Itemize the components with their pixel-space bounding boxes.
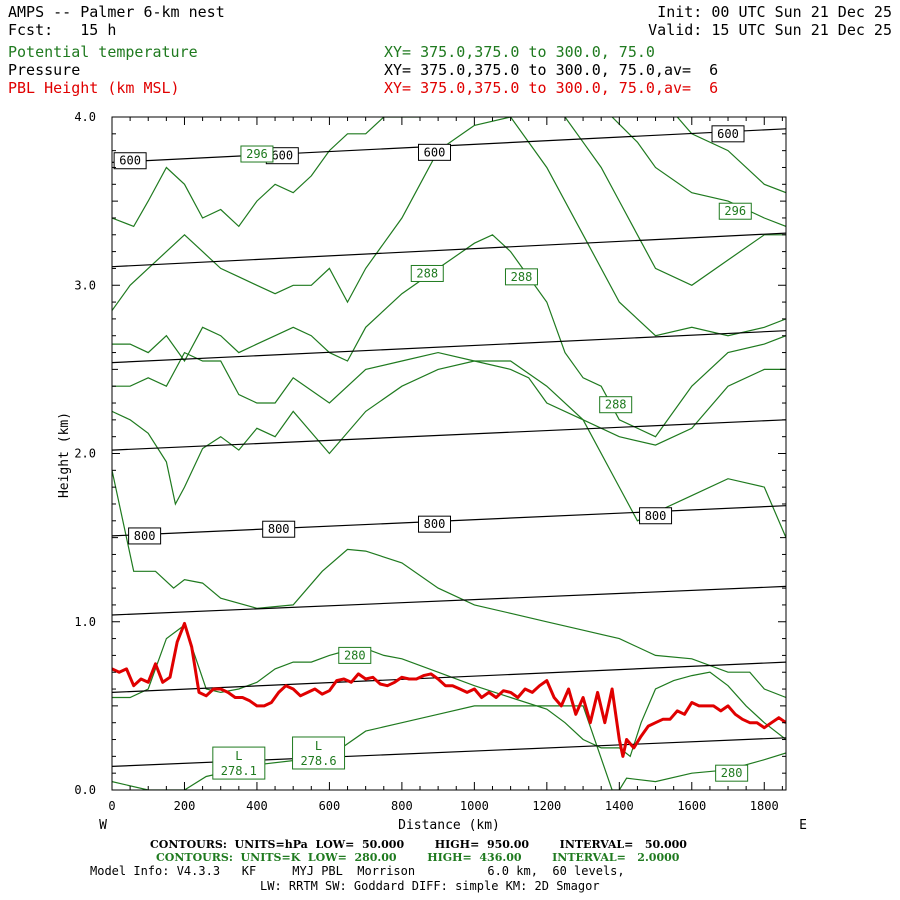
minimum-box-0 [212,746,266,780]
x-tick-label: 1600 [677,799,706,813]
theta-label-6: 280 [721,766,743,780]
field-theta-name: Potential temperature [8,43,198,61]
valid-time: Valid: 15 UTC Sun 21 Dec 25 [648,21,892,39]
contour-labels: 600 600 600 600 800 800 800 800 296 296 288 288 288 2… [113,125,752,782]
x-tick-label: 600 [319,799,341,813]
field-pbl-name: PBL Height (km MSL) [8,79,180,97]
x-tick-label: 1800 [750,799,779,813]
x-tick-label: 0 [108,799,115,813]
theta-label-4-box [599,396,633,414]
east-label: E [799,818,807,833]
isobar-label-6: 800 [424,517,446,531]
isobar-label-1: 600 [271,149,293,163]
pbl-height-series [112,621,786,758]
theta-label-1-box [718,202,752,220]
x-tick-label: 1200 [532,799,561,813]
theta-line-10 [676,117,786,194]
footer-contours-theta: CONTOURS: UNITS=K LOW= 280.00 HIGH= 436.… [156,851,680,864]
field-pressure-name: Pressure [8,61,81,79]
field-pbl-xy: XY= 375.0,375.0 to 300.0, 75.0,av= 6 [384,79,719,97]
isobar-label-2: 600 [424,145,446,159]
minimum-symbol-0: L [235,749,242,763]
theta-line-3 [112,360,786,538]
theta-label-5-box [338,646,372,664]
pressure-isobars [112,128,786,767]
isobar-label-3-box [711,125,745,143]
theta-line-1 [112,624,786,758]
theta-label-3-box [504,268,538,286]
footer-model-info-2: LW: RRTM SW: Goddard DIFF: simple KM: 2D… [260,879,600,893]
isobar-900 [112,661,786,693]
x-tick-label: 400 [246,799,268,813]
minimum-value-0: 278.1 [221,764,257,778]
isobar-700 [112,330,786,364]
theta-label-6-box [715,764,749,782]
theta-line-6 [112,117,786,337]
isobar-label-0-box [113,152,147,170]
y-tick-label: 4.0 [74,110,96,124]
isobar-850 [112,585,786,616]
isobar-750 [112,419,786,451]
isobar-label-7-box [639,507,673,525]
init-time: Init: 00 UTC Sun 21 Dec 25 [657,3,892,21]
isobar-label-6-box [418,515,452,533]
theta-line-7 [112,117,420,228]
theta-line-4 [112,351,786,446]
x-tick-label: 800 [391,799,413,813]
chart-title: AMPS -- Palmer 6-km nest [8,3,225,21]
theta-line-9 [611,117,786,227]
y-tick-label: 0.0 [74,783,96,797]
forecast-hour: Fcst: 15 h [8,21,117,39]
pbl-line [112,621,786,758]
theta-line-5 [112,234,786,438]
theta-line-2 [112,470,786,699]
footer-model-info: Model Info: V4.3.3 KF MYJ PBL Morrison 6… [90,864,625,878]
x-tick-label: 1400 [605,799,634,813]
west-label: W [99,818,107,833]
isobar-label-5-box [262,520,296,538]
y-tick-label: 2.0 [74,447,96,461]
theta-label-0-box [240,145,274,163]
y-tick-label: 1.0 [74,615,96,629]
theta-label-1: 296 [724,204,746,218]
isobar-label-4-box [128,527,162,545]
field-theta-xy: XY= 375.0,375.0 to 300.0, 75.0 [384,43,655,61]
x-axis-label: Distance (km) [398,818,500,833]
isobar-label-3: 600 [717,127,739,141]
minimum-value-1: 278.6 [300,754,336,768]
isobar-label-5: 800 [268,522,290,536]
field-pressure-xy: XY= 375.0,375.0 to 300.0, 75.0,av= 6 [384,61,719,79]
isobar-label-2-box [418,143,452,161]
x-tick-label: 200 [174,799,196,813]
theta-label-0: 296 [246,147,268,161]
theta-line-8 [564,117,786,286]
x-tick-label: 1000 [460,799,489,813]
minimum-symbol-1: L [315,739,322,753]
y-axis-label: Height (km) [57,412,72,498]
theta-label-3: 288 [511,270,533,284]
theta-label-4: 288 [605,398,627,412]
theta-label-2: 288 [416,266,438,280]
theta-label-2-box [410,264,444,282]
footer-contours-pressure: CONTOURS: UNITS=hPa LOW= 50.000 HIGH= 95… [150,838,687,851]
isobar-label-7: 800 [645,509,667,523]
y-tick-label: 3.0 [74,278,96,292]
axis-ticks: 0 200 400 600 800 1000 1200 1400 1600 1800 0.0 1.0 2… [74,110,786,813]
theta-label-5: 280 [344,648,366,662]
isobar-650 [112,232,786,268]
theta-isentropes [112,117,786,790]
isobar-label-0: 600 [119,154,141,168]
minimum-box-1 [292,736,346,770]
isobar-label-4: 800 [134,529,156,543]
